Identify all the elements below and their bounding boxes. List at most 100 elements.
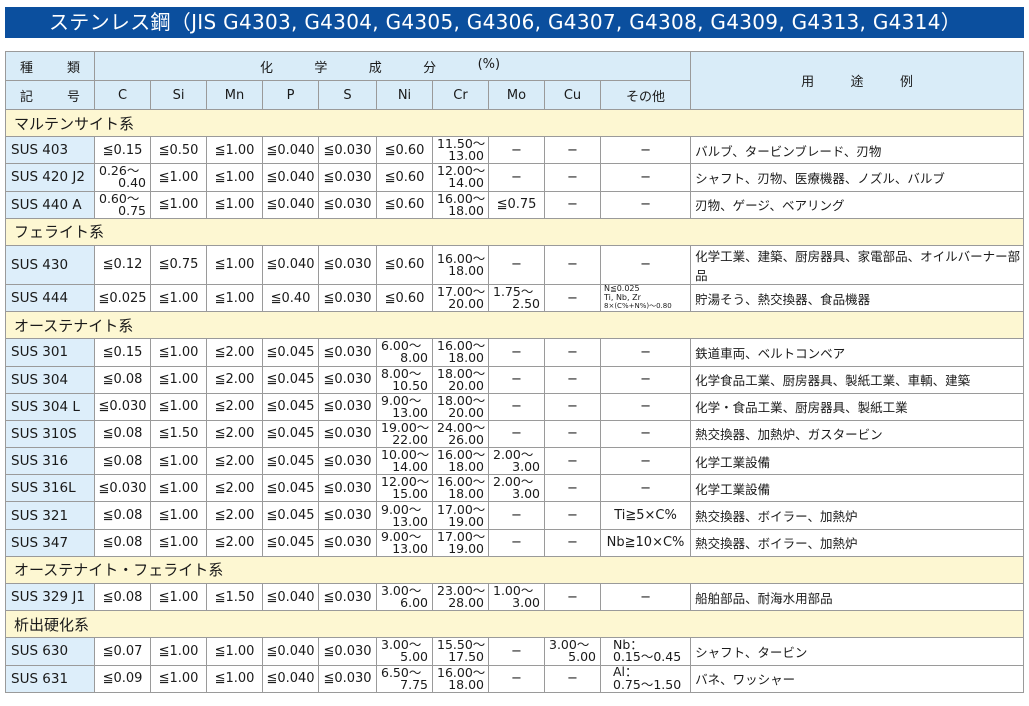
table-row: SUS 403 ≦0.15 ≦0.50 ≦1.00 ≦0.040 ≦0.030 ≦0.60 1… [5,136,1024,165]
value-cell: ≦2.00 [206,474,263,503]
range-cell: 16.00〜 18.00 [432,244,489,285]
steel-grade: SUS 347 [5,528,95,557]
range-line: 2.50 [512,296,540,312]
value-cell: ≦0.030 [318,637,377,666]
usage-header: 用途例 [690,51,1024,110]
usage-cell: 貯湯そう、熱交換器、食品機器 [690,283,1024,313]
usage-cell: 熱交換器、ボイラー、加熱炉 [690,501,1024,530]
value-cell: ≦1.00 [150,474,207,503]
value-cell: ≦0.030 [318,283,377,313]
value-cell: Nb≧10×C% [599,528,692,557]
range-line: 16.00〜 [437,338,486,354]
column-header: P [262,80,319,110]
value-cell: ≦1.00 [150,392,207,421]
value-cell: ≦0.040 [262,190,319,219]
table-row: SUS 310S ≦0.08 ≦1.50 ≦2.00 ≦0.045 ≦0.030 19.00… [5,419,1024,449]
range-line: 6.50〜 [381,664,422,680]
range-cell: 19.00〜 22.00 [376,419,433,449]
range-line: 2.00〜 [493,447,534,463]
range-line: 10.50 [392,377,428,393]
steel-grade: SUS 304 [5,365,95,394]
value-cell: − [599,365,692,394]
value-cell: − [599,474,692,503]
value-cell: ≦1.00 [150,582,207,612]
range-line: 0.75 [118,202,146,218]
usage-cell: 化学工業設備 [690,474,1024,503]
value-cell: ≦0.045 [262,447,319,476]
value-cell: ≦2.00 [206,447,263,476]
range-cell: 16.00〜 18.00 [432,338,489,367]
usage-cell: シャフト、刃物、医療機器、ノズル、バルブ [690,163,1024,192]
value-cell: − [544,664,601,693]
steel-grade: SUS 304 L [5,392,95,421]
value-cell: − [599,419,692,449]
value-cell: ≦0.15 [94,136,151,165]
range-line: 18.00 [448,350,484,366]
note-cell: Al： 0.75〜1.50 [599,664,692,693]
column-header: その他 [599,80,692,110]
usage-cell: 化学工業、建築、厨房器具、家電部品、オイルバーナー部品 [690,244,1024,285]
range-line: 13.00 [448,148,484,164]
range-cell: 18.00〜 20.00 [432,365,489,394]
header-char: 種 [20,60,34,76]
value-cell: − [544,136,601,165]
value-cell: ≦0.60 [376,283,433,313]
table-row: SUS 420 J2 0.26〜 0.40 ≦1.00 ≦1.00 ≦0.040 ≦0.03… [5,163,1024,192]
value-cell: ≦2.00 [206,501,263,530]
range-line: 18.00 [448,202,484,218]
note-line: 0.15〜0.45 [613,649,682,665]
range-line: 19.00 [448,540,484,556]
range-line: 3.00 [512,595,540,611]
column-header: S [318,80,377,110]
value-cell: − [599,136,692,165]
value-cell: ≦0.60 [376,163,433,192]
value-cell: − [488,419,545,449]
note-line: 0.75〜1.50 [613,676,682,692]
value-cell: ≦1.00 [150,190,207,219]
usage-cell: 刃物、ゲージ、ベアリング [690,190,1024,219]
value-cell: ≦0.040 [262,664,319,693]
range-line: 24.00〜 [437,419,486,435]
value-cell: Ti≧5×C% [599,501,692,530]
range-line: 2.00〜 [493,474,534,490]
value-cell: ≦0.08 [94,582,151,612]
range-cell: 12.00〜 15.00 [376,474,433,503]
range-line: 17.00〜 [437,284,486,300]
value-cell: ≦0.12 [94,244,151,285]
value-cell: − [544,283,601,313]
value-cell: ≦1.00 [206,637,263,666]
range-cell: 3.00〜 5.00 [376,637,433,666]
header-char: 分 [423,60,437,76]
steel-grade: SUS 631 [5,664,95,693]
value-cell: ≦0.08 [94,419,151,449]
value-cell: − [544,365,601,394]
value-cell: ≦0.50 [150,136,207,165]
table-row: SUS 329 J1 ≦0.08 ≦1.00 ≦1.50 ≦0.040 ≦0.030 3.0… [5,582,1024,612]
value-cell: ≦0.030 [318,338,377,367]
usage-cell: 化学・食品工業、厨房器具、製紙工業 [690,392,1024,421]
value-cell: − [599,582,692,612]
range-cell: 17.00〜 19.00 [432,501,489,530]
range-cell: 9.00〜 13.00 [376,528,433,557]
column-header: Cu [544,80,601,110]
value-cell: ≦2.00 [206,338,263,367]
group-row: マルテンサイト系 [5,108,1024,138]
range-cell: 16.00〜 18.00 [432,664,489,693]
value-cell: ≦1.00 [206,283,263,313]
range-line: 16.00〜 [437,447,486,463]
range-line: 17.50 [448,649,484,665]
value-cell: ≦1.00 [150,163,207,192]
range-line: 20.00 [448,377,484,393]
value-cell: ≦0.030 [318,190,377,219]
value-cell: ≦0.040 [262,582,319,612]
value-cell: ≦0.030 [318,163,377,192]
value-cell: ≦1.00 [150,637,207,666]
value-cell: − [544,163,601,192]
range-cell: 9.00〜 13.00 [376,501,433,530]
value-cell: ≦0.025 [94,283,151,313]
value-cell: ≦0.08 [94,365,151,394]
value-cell: ≦1.00 [150,338,207,367]
range-line: 10.00〜 [381,447,430,463]
value-cell: − [544,190,601,219]
header-char: (%) [477,56,501,72]
